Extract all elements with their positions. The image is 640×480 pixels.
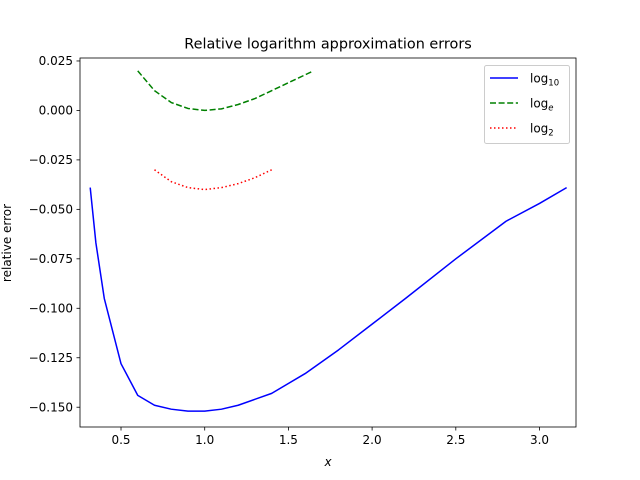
x-tick-label: 2.0 — [363, 433, 382, 447]
y-tick-label: −0.025 — [29, 153, 73, 167]
chart-title: Relative logarithm approximation errors — [184, 37, 472, 53]
y-tick-label: −0.050 — [29, 203, 73, 217]
x-axis-ticks: 0.5 1.0 1.5 2.0 2.5 3.0 — [111, 427, 549, 447]
plot-frame — [79, 57, 577, 428]
y-axis-ticks: 0.025 0.000 −0.025 −0.050 −0.075 −0.100 −0.125… — [29, 54, 80, 414]
legend-label-log2: log2 — [530, 122, 554, 139]
legend: log10 loge log2 — [484, 65, 570, 144]
x-tick-label: 0.5 — [111, 433, 130, 447]
legend-label-loge: loge — [530, 97, 554, 114]
y-tick-label: 0.025 — [39, 54, 73, 68]
y-tick-label: 0.000 — [39, 104, 73, 118]
y-axis-label: relative error — [0, 204, 14, 282]
plot-lines — [89, 70, 568, 412]
y-tick-label: −0.150 — [29, 400, 73, 414]
x-tick-label: 2.5 — [446, 433, 465, 447]
x-tick-label: 1.0 — [195, 433, 214, 447]
y-tick-label: −0.100 — [29, 301, 73, 315]
x-axis-label: x — [323, 455, 332, 469]
legend-label-log10: log10 — [530, 72, 559, 89]
series-line-log10 — [89, 186, 568, 412]
y-tick-label: −0.125 — [29, 351, 73, 365]
legend-box — [484, 65, 570, 144]
series-line-loge — [137, 70, 314, 112]
y-tick-label: −0.075 — [29, 252, 73, 266]
x-tick-label: 1.5 — [279, 433, 298, 447]
x-tick-label: 3.0 — [530, 433, 549, 447]
